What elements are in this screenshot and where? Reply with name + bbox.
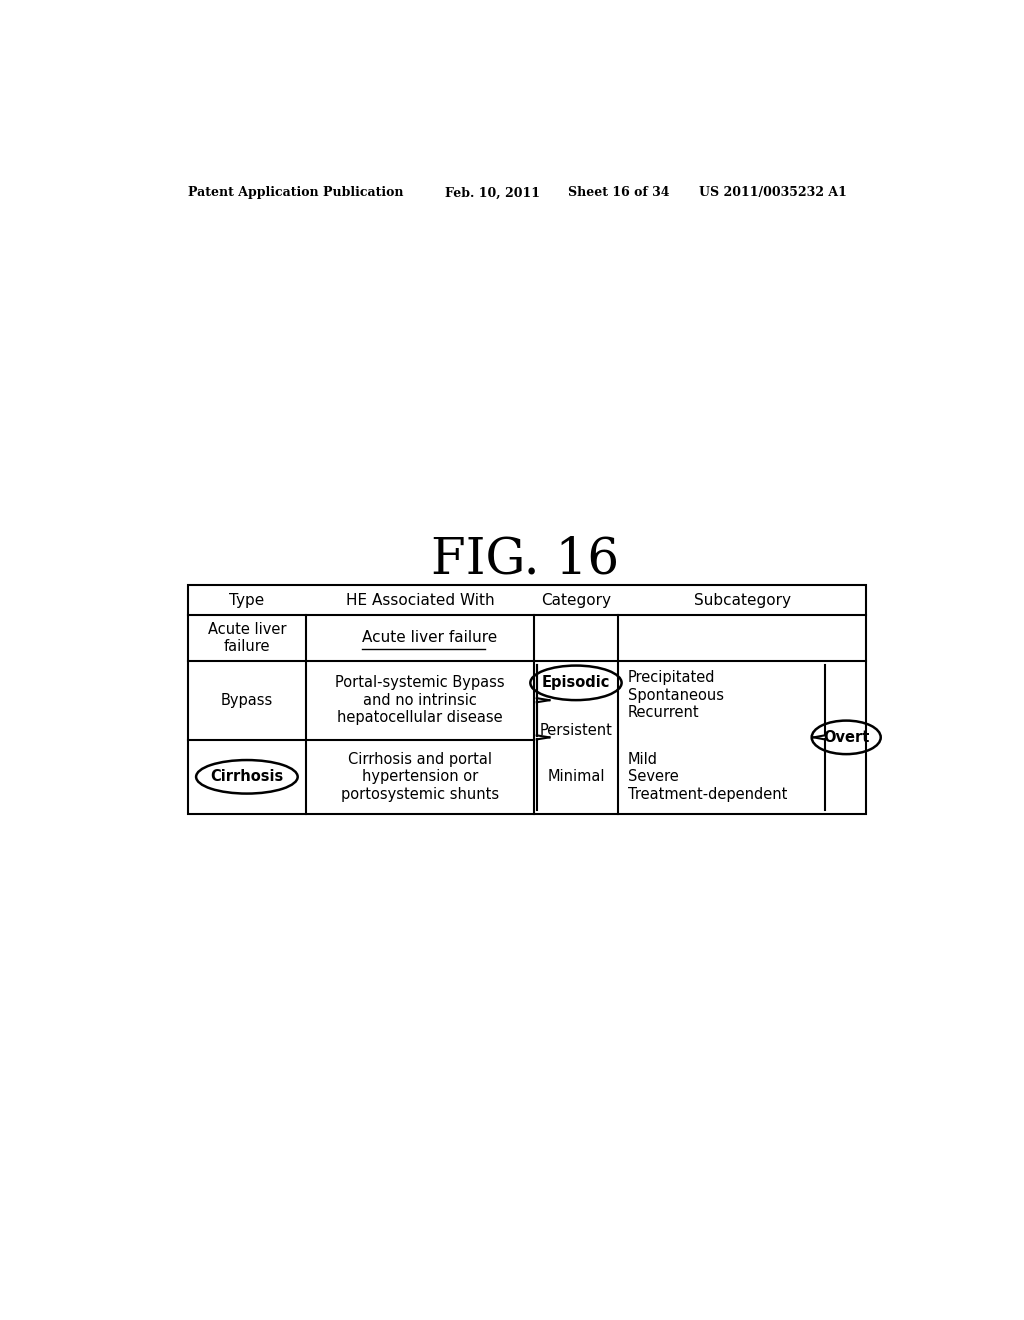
Text: Precipitated
Spontaneous
Recurrent: Precipitated Spontaneous Recurrent (628, 671, 724, 719)
Text: US 2011/0035232 A1: US 2011/0035232 A1 (699, 186, 847, 199)
Text: Type: Type (229, 593, 264, 607)
Text: Feb. 10, 2011: Feb. 10, 2011 (445, 186, 541, 199)
Text: FIG. 16: FIG. 16 (431, 535, 618, 585)
Text: Patent Application Publication: Patent Application Publication (187, 186, 403, 199)
Text: Category: Category (541, 593, 611, 607)
Text: Persistent: Persistent (540, 723, 612, 738)
Text: Portal-systemic Bypass
and no intrinsic
hepatocellular disease: Portal-systemic Bypass and no intrinsic … (335, 676, 505, 725)
Text: Overt: Overt (823, 730, 869, 744)
Text: Subcategory: Subcategory (693, 593, 791, 607)
Text: HE Associated With: HE Associated With (346, 593, 495, 607)
Text: Bypass: Bypass (221, 693, 273, 708)
Text: Sheet 16 of 34: Sheet 16 of 34 (568, 186, 670, 199)
Text: Acute liver failure: Acute liver failure (361, 631, 497, 645)
Text: Cirrhosis: Cirrhosis (210, 770, 284, 784)
Text: Mild
Severe
Treatment-dependent: Mild Severe Treatment-dependent (628, 752, 787, 801)
Text: Cirrhosis and portal
hypertension or
portosystemic shunts: Cirrhosis and portal hypertension or por… (341, 752, 499, 801)
Text: Acute liver
failure: Acute liver failure (208, 622, 286, 655)
Text: Minimal: Minimal (547, 770, 605, 784)
Text: Episodic: Episodic (542, 676, 610, 690)
